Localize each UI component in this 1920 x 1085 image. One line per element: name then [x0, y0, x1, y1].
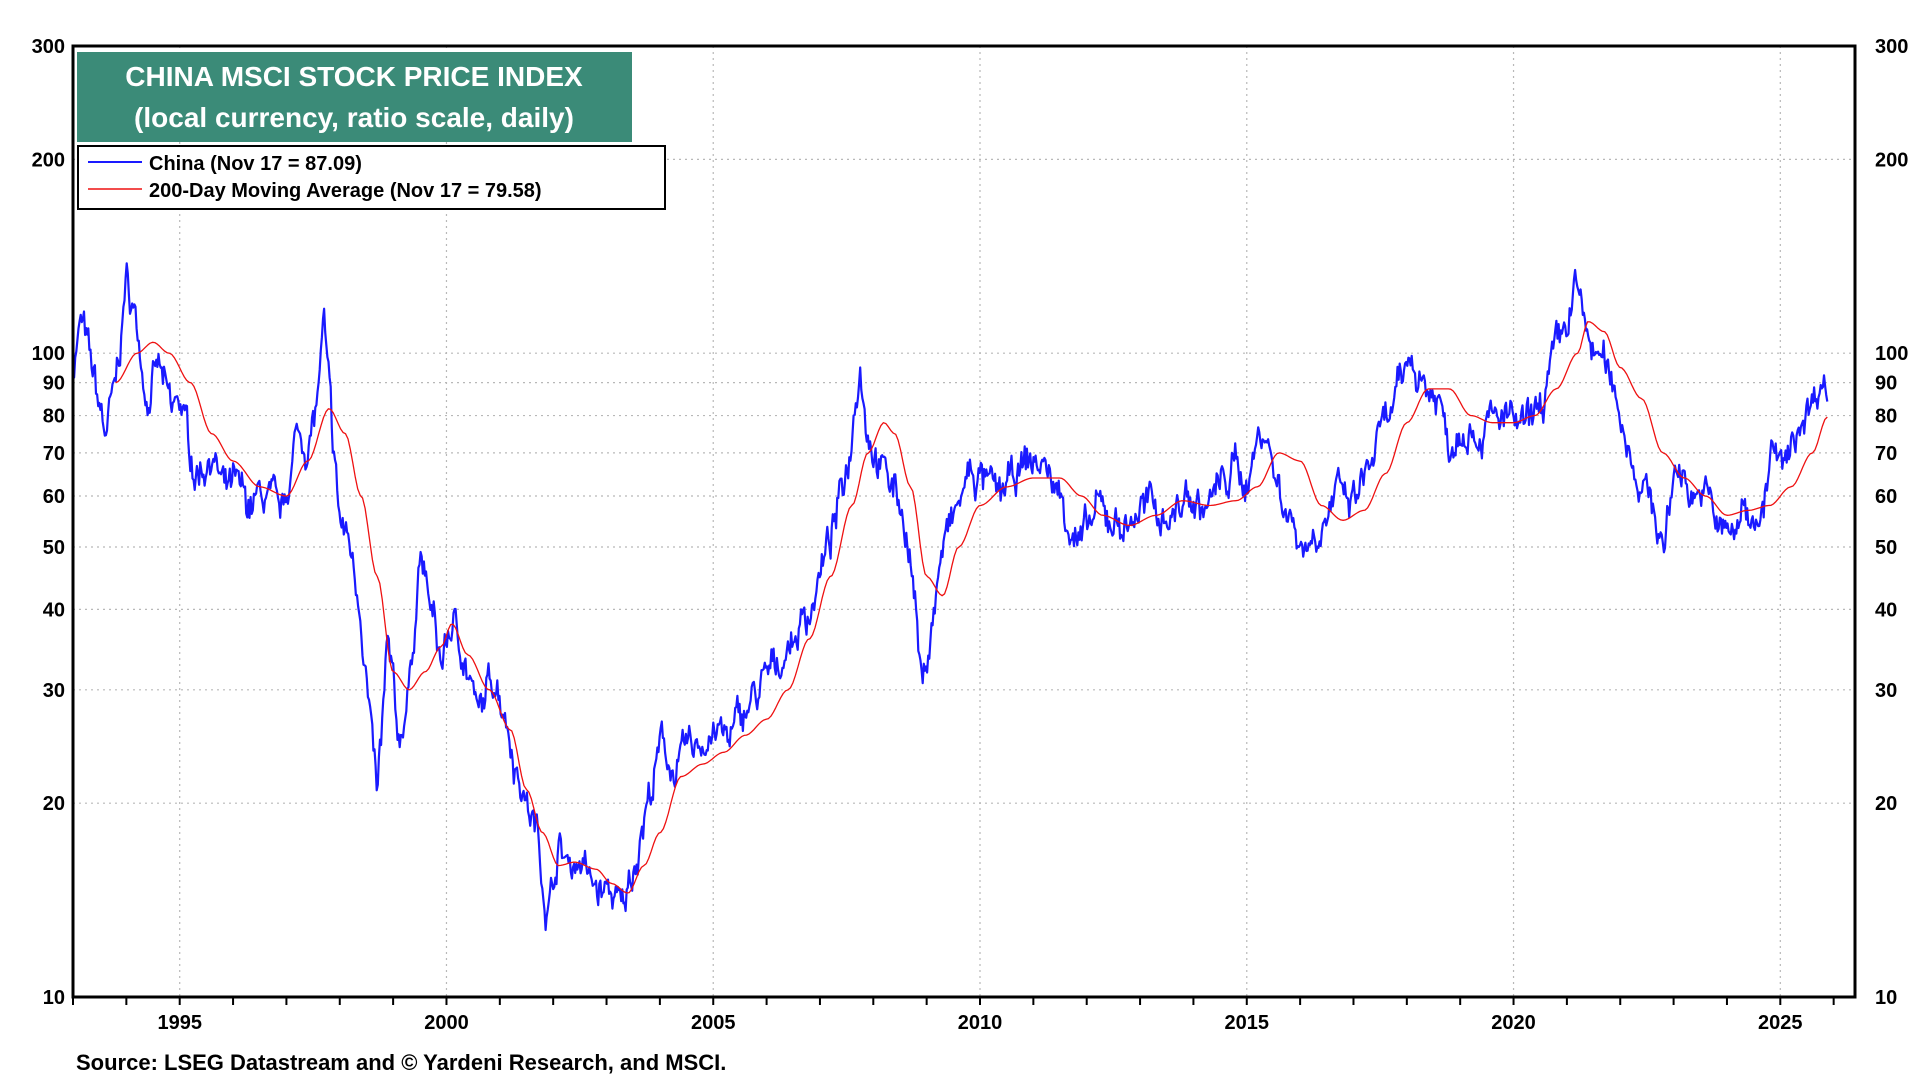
- y-tick-label-right: 80: [1875, 406, 1897, 428]
- y-tick-label-right: 200: [1875, 149, 1908, 171]
- y-tick-label-right: 50: [1875, 537, 1897, 559]
- x-tick-label: 2025: [1758, 1012, 1803, 1034]
- x-tick-label: 2000: [424, 1012, 469, 1034]
- y-tick-label-left: 300: [32, 36, 65, 58]
- y-tick-label-left: 70: [43, 443, 65, 465]
- x-tick-label: 2020: [1491, 1012, 1536, 1034]
- source-note: Source: LSEG Datastream and © Yardeni Re…: [76, 1050, 726, 1075]
- series-line-china: [71, 262, 1829, 932]
- y-tick-label-right: 40: [1875, 599, 1897, 621]
- y-tick-label-left: 50: [43, 537, 65, 559]
- y-tick-label-left: 90: [43, 373, 65, 395]
- x-tick-label: 2015: [1225, 1012, 1270, 1034]
- plot-frame: [71, 44, 1857, 999]
- y-tick-label-right: 70: [1875, 443, 1897, 465]
- y-tick-label-left: 30: [43, 680, 65, 702]
- grid-layer: [73, 46, 1855, 997]
- legend-box: [77, 145, 666, 210]
- title-box: [77, 52, 632, 142]
- y-tick-label-left: 40: [43, 599, 65, 621]
- series-layer: [71, 262, 1829, 932]
- y-tick-label-left: 60: [43, 486, 65, 508]
- y-tick-label-left: 10: [43, 987, 65, 1009]
- x-tick-label: 2005: [691, 1012, 736, 1034]
- y-tick-label-left: 80: [43, 406, 65, 428]
- x-tick-label: 2010: [958, 1012, 1003, 1034]
- y-tick-label-right: 20: [1875, 793, 1897, 815]
- y-tick-label-left: 20: [43, 793, 65, 815]
- y-tick-label-right: 30: [1875, 680, 1897, 702]
- y-tick-label-right: 100: [1875, 343, 1908, 365]
- y-tick-label-right: 60: [1875, 486, 1897, 508]
- y-tick-label-right: 90: [1875, 373, 1897, 395]
- legend-china-label: China (Nov 17 = 87.09): [149, 153, 362, 175]
- x-tick-label: 1995: [157, 1012, 202, 1034]
- y-tick-label-right: 10: [1875, 987, 1897, 1009]
- legend-ma-label: 200-Day Moving Average (Nov 17 = 79.58): [149, 180, 542, 202]
- chart-title: CHINA MSCI STOCK PRICE INDEX: [125, 61, 583, 92]
- series-line-moving-average: [115, 321, 1828, 894]
- chart-subtitle: (local currency, ratio scale, daily): [134, 102, 574, 133]
- y-tick-label-left: 100: [32, 343, 65, 365]
- y-tick-label-right: 300: [1875, 36, 1908, 58]
- y-tick-label-left: 200: [32, 149, 65, 171]
